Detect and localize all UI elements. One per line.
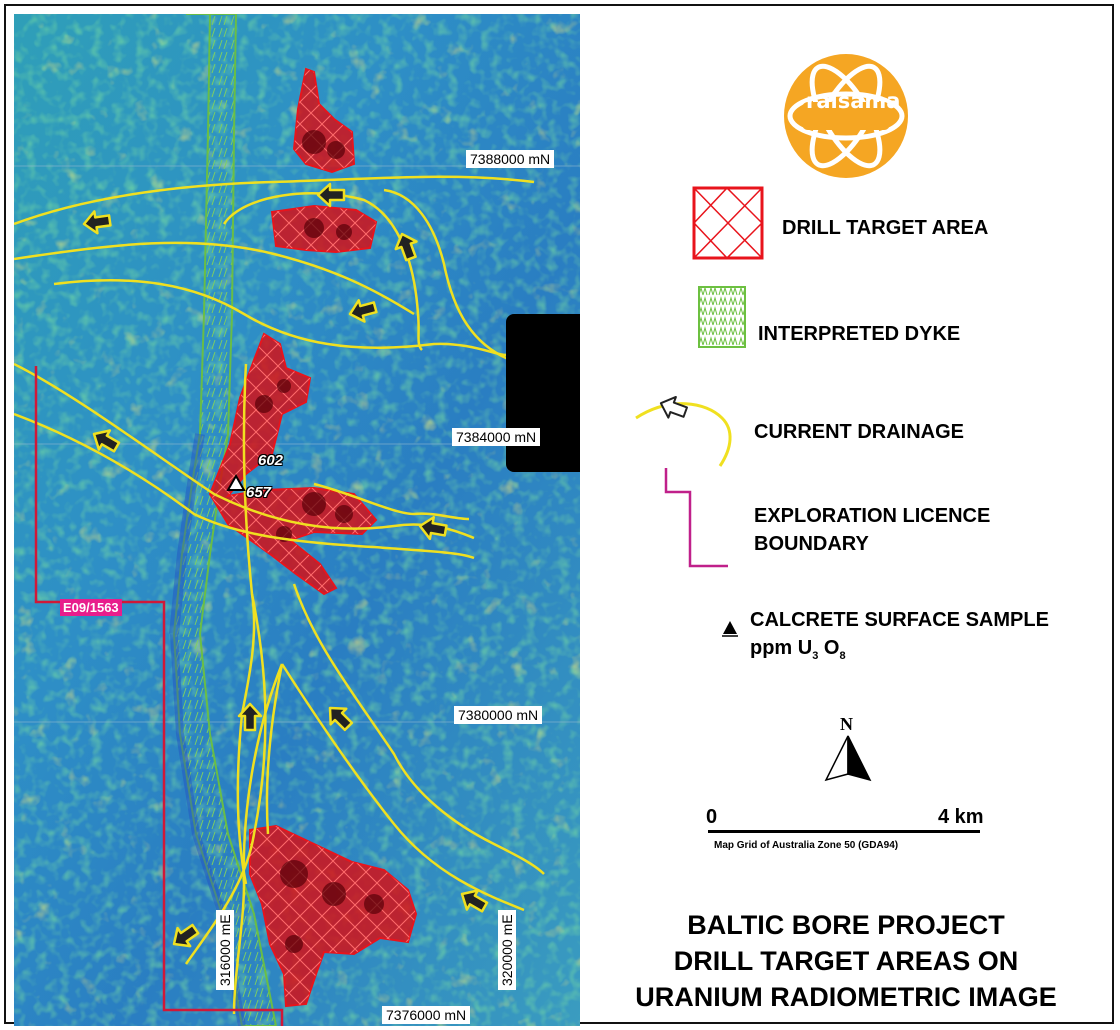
legend-drill-target: DRILL TARGET AREA bbox=[782, 217, 989, 239]
scale-start-label: 0 bbox=[706, 806, 718, 828]
sample-value: 602 bbox=[258, 452, 284, 469]
grid-label-northing: 7376000 mN bbox=[382, 1006, 471, 1024]
grid-reference-note: Map Grid of Australia Zone 50 (GDA94) bbox=[714, 840, 899, 851]
grid-label-northing: 7388000 mN bbox=[466, 150, 555, 168]
title-line-1: BALTIC BORE PROJECT bbox=[687, 910, 1005, 940]
dyke-swatch bbox=[698, 286, 746, 348]
grid-label-northing: 7384000 mN bbox=[452, 428, 541, 446]
licence-boundary bbox=[34, 366, 284, 1026]
legend-licence-line2: BOUNDARY bbox=[754, 533, 869, 555]
map-figure: 7388000 mN 7384000 mN 7380000 mN 7376000… bbox=[4, 4, 1114, 1026]
north-arrow-icon bbox=[824, 735, 872, 782]
north-label: N bbox=[840, 714, 853, 734]
interpreted-dyke bbox=[172, 14, 278, 1026]
raisama-logo bbox=[784, 54, 908, 178]
legend-dyke: INTERPRETED DYKE bbox=[758, 323, 961, 345]
map-canvas bbox=[14, 14, 580, 1026]
grid-label-easting: 320000 mE bbox=[498, 910, 516, 990]
grid-label-easting: 316000 mE bbox=[216, 910, 234, 990]
licence-swatch bbox=[664, 468, 728, 568]
legend-sample-unit: ppm U3 O8 bbox=[750, 637, 846, 662]
radiometric-map: 7388000 mN 7384000 mN 7380000 mN 7376000… bbox=[14, 14, 580, 1026]
sample-value: 657 bbox=[246, 484, 272, 501]
calcrete-sample-marker bbox=[226, 473, 246, 491]
scale-bar bbox=[708, 830, 980, 833]
legend-sample: CALCRETE SURFACE SAMPLE bbox=[750, 609, 1049, 631]
title-line-2: DRILL TARGET AREAS ON bbox=[673, 946, 1019, 976]
drainage-lines bbox=[14, 175, 545, 1015]
legend-licence-line1: EXPLORATION LICENCE bbox=[754, 505, 991, 527]
logo-text: raisama bbox=[806, 89, 901, 113]
radiometric-hotspots bbox=[255, 130, 384, 953]
drainage-swatch bbox=[635, 395, 732, 467]
legend-drainage: CURRENT DRAINAGE bbox=[754, 421, 964, 443]
sample-swatch bbox=[722, 621, 738, 637]
licence-id-label: E09/1563 bbox=[60, 599, 122, 616]
scale-end-label: 4 km bbox=[938, 806, 984, 828]
drill-target-swatch bbox=[692, 186, 764, 260]
grid-label-northing: 7380000 mN bbox=[454, 706, 543, 724]
title-line-3: URANIUM RADIOMETRIC IMAGE bbox=[635, 982, 1057, 1012]
masked-area bbox=[506, 314, 580, 472]
